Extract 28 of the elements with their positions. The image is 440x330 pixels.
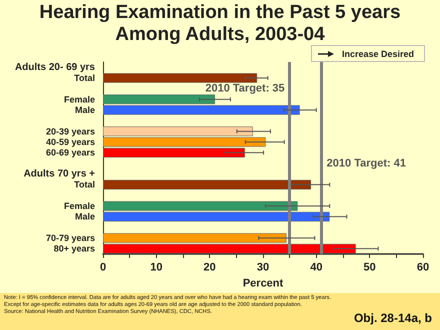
- y-tick-label: Total: [74, 73, 95, 83]
- x-tick-label: 10: [150, 262, 162, 274]
- y-tick-label: 60-69 years: [46, 148, 95, 158]
- y-tick-label: 70-79 years: [46, 233, 95, 243]
- x-tick-label: 60: [416, 262, 430, 274]
- bar: [103, 73, 258, 83]
- text: Increase Desired: [342, 48, 414, 58]
- ref-line-label: 2010 Target: 41: [326, 157, 406, 170]
- x-axis-title: Percent: [242, 277, 284, 290]
- y-tick-label: Adults 20- 69 yrs: [14, 62, 96, 73]
- bar: [103, 180, 311, 190]
- y-tick-label: Adults 70 yrs +: [24, 168, 96, 180]
- y-tick-label: Male: [74, 105, 95, 115]
- y-tick-label: Female: [64, 201, 95, 211]
- ref-line-label: 2010 Target: 35: [205, 82, 285, 95]
- y-tick-label: 80+ years: [54, 244, 95, 254]
- y-tick-label: Total: [74, 180, 95, 190]
- text: Obj. 28-14a, b: [354, 311, 432, 325]
- y-tick-label: 20-39 years: [46, 126, 95, 136]
- y-tick-label: Male: [74, 212, 95, 222]
- chart-title: Hearing Examination in the Past 5 years Among Adults, 2003-04: [38, 2, 402, 46]
- x-tick-label: 30: [256, 262, 270, 274]
- x-tick-label: 20: [204, 262, 216, 274]
- x-tick-label: 40: [310, 262, 322, 274]
- x-tick-label: 50: [364, 262, 376, 274]
- y-tick-label: 40-59 years: [46, 137, 95, 147]
- x-tick-label: 0: [100, 262, 106, 274]
- y-tick-label: Female: [64, 94, 95, 104]
